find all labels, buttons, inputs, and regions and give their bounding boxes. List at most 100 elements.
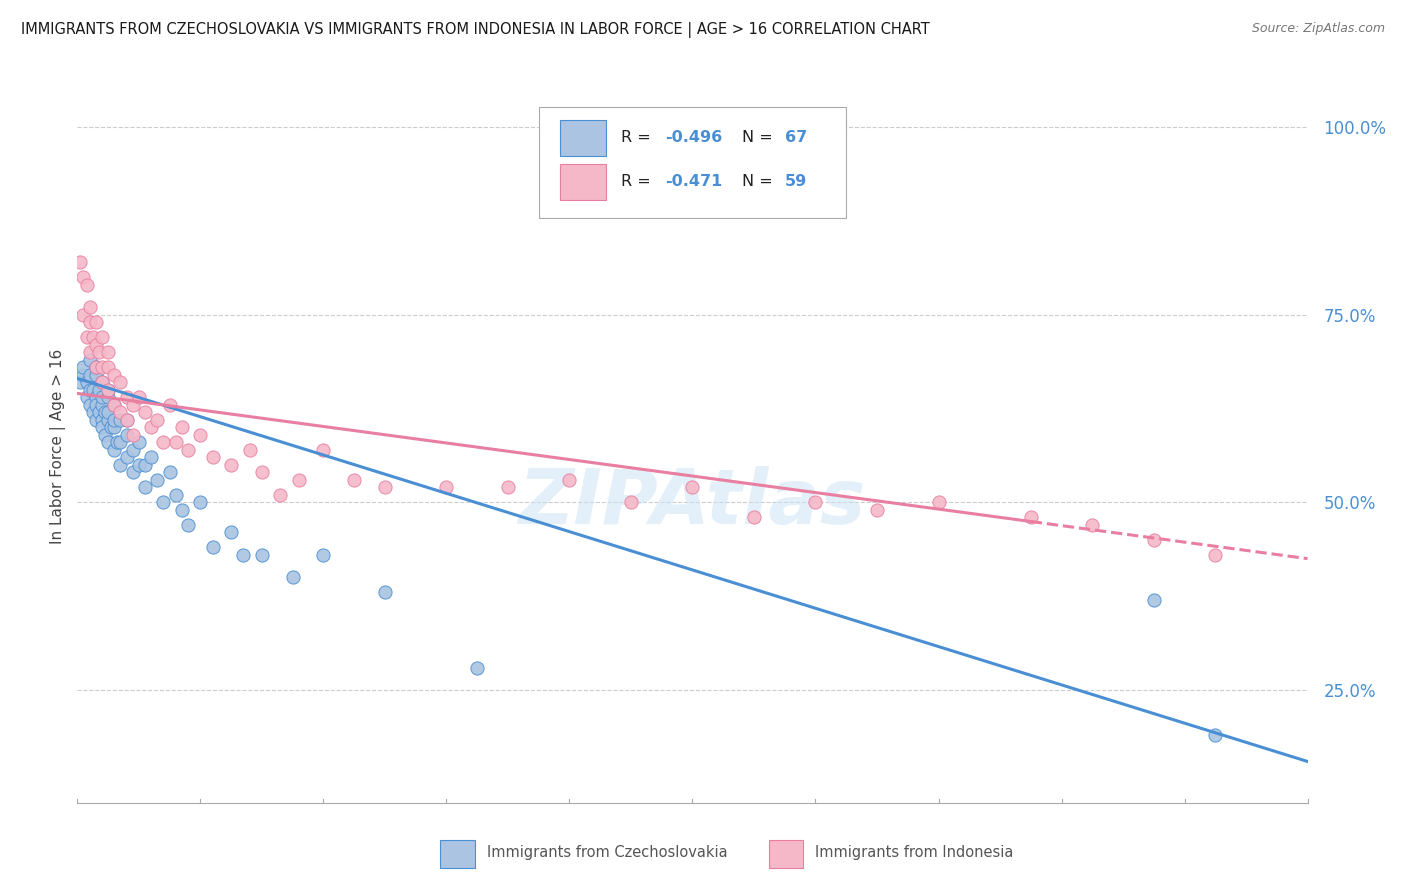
Point — [152, 435, 174, 450]
Point — [250, 465, 273, 479]
Point — [620, 495, 643, 509]
Point — [76, 375, 98, 389]
Point — [76, 330, 98, 344]
Point — [110, 375, 132, 389]
Point — [159, 398, 181, 412]
Point — [84, 398, 107, 412]
Point — [134, 405, 156, 419]
Point — [76, 390, 98, 404]
Point — [84, 315, 107, 329]
Point — [110, 413, 132, 427]
Point — [558, 473, 581, 487]
Point — [115, 413, 138, 427]
Point — [103, 420, 125, 434]
Point — [72, 368, 94, 382]
Point — [79, 315, 101, 329]
Point — [121, 465, 143, 479]
Point — [121, 442, 143, 457]
Point — [72, 360, 94, 375]
Point — [115, 427, 138, 442]
Point — [84, 360, 107, 375]
Point — [1081, 517, 1104, 532]
Point — [146, 473, 169, 487]
Point — [90, 330, 114, 344]
Point — [115, 450, 138, 465]
Point — [97, 383, 120, 397]
Point — [804, 495, 827, 509]
Point — [103, 398, 125, 412]
Point — [72, 308, 94, 322]
Point — [1204, 548, 1226, 562]
Point — [232, 548, 254, 562]
Point — [141, 420, 163, 434]
Text: Immigrants from Czechoslovakia: Immigrants from Czechoslovakia — [486, 846, 728, 860]
Point — [90, 413, 114, 427]
Point — [436, 480, 458, 494]
Point — [620, 172, 643, 186]
Point — [90, 398, 114, 412]
Point — [110, 405, 132, 419]
Text: R =: R = — [621, 175, 657, 189]
Point — [82, 405, 104, 419]
Point — [121, 427, 143, 442]
Point — [312, 548, 335, 562]
Point — [90, 375, 114, 389]
Point — [281, 570, 304, 584]
Text: IMMIGRANTS FROM CZECHOSLOVAKIA VS IMMIGRANTS FROM INDONESIA IN LABOR FORCE | AGE: IMMIGRANTS FROM CZECHOSLOVAKIA VS IMMIGR… — [21, 22, 929, 38]
Text: N =: N = — [742, 175, 778, 189]
FancyBboxPatch shape — [560, 164, 606, 200]
Point — [742, 510, 765, 524]
Point — [159, 465, 181, 479]
Y-axis label: In Labor Force | Age > 16: In Labor Force | Age > 16 — [51, 349, 66, 543]
Point — [110, 458, 132, 472]
Point — [97, 413, 120, 427]
Point — [84, 413, 107, 427]
Point — [97, 405, 120, 419]
Point — [866, 503, 889, 517]
Point — [239, 442, 262, 457]
Text: 59: 59 — [785, 175, 807, 189]
Point — [928, 495, 950, 509]
Point — [90, 390, 114, 404]
Point — [128, 458, 150, 472]
Point — [110, 435, 132, 450]
Point — [496, 480, 519, 494]
Point — [1143, 593, 1166, 607]
Point — [201, 450, 224, 465]
FancyBboxPatch shape — [440, 840, 475, 869]
Point — [177, 517, 200, 532]
Point — [100, 420, 122, 434]
Point — [250, 548, 273, 562]
Point — [219, 458, 242, 472]
Point — [90, 420, 114, 434]
Point — [170, 420, 193, 434]
Point — [79, 368, 101, 382]
FancyBboxPatch shape — [560, 120, 606, 155]
Point — [374, 480, 396, 494]
Point — [97, 383, 120, 397]
Point — [1204, 728, 1226, 742]
Point — [1143, 533, 1166, 547]
Point — [115, 390, 138, 404]
Point — [103, 442, 125, 457]
Point — [84, 390, 107, 404]
Point — [134, 480, 156, 494]
Point — [103, 413, 125, 427]
Point — [79, 383, 101, 397]
Point — [94, 427, 117, 442]
Point — [103, 398, 125, 412]
Point — [188, 427, 212, 442]
Point — [87, 405, 110, 419]
Point — [79, 300, 101, 314]
Point — [90, 375, 114, 389]
Point — [103, 368, 125, 382]
Point — [134, 458, 156, 472]
Point — [84, 368, 107, 382]
Text: ZIPAtlas: ZIPAtlas — [519, 467, 866, 540]
Point — [69, 255, 91, 269]
Text: Immigrants from Indonesia: Immigrants from Indonesia — [815, 846, 1014, 860]
Text: 67: 67 — [785, 130, 807, 145]
Point — [87, 383, 110, 397]
Point — [84, 337, 107, 351]
FancyBboxPatch shape — [538, 107, 846, 218]
